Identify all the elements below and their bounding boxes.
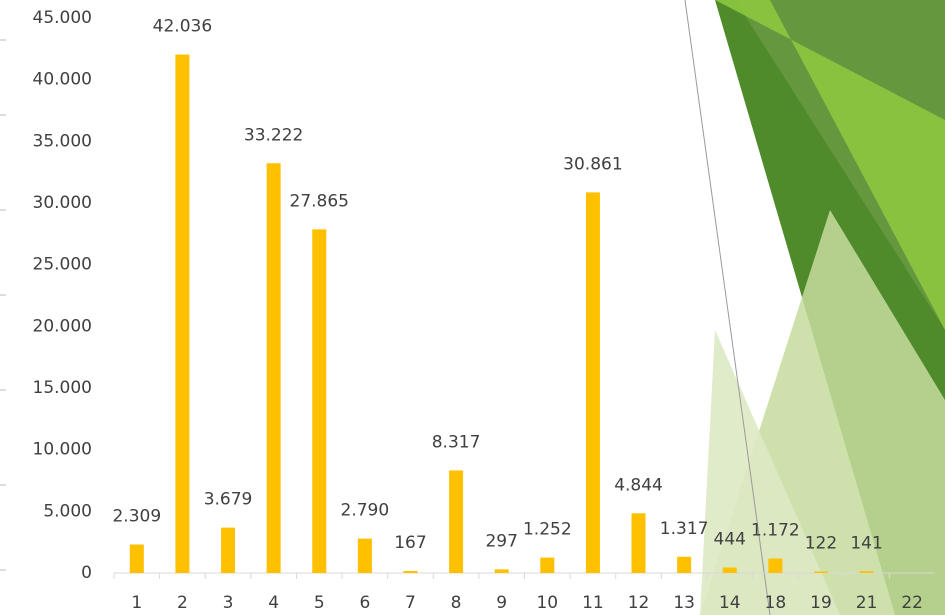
x-tick-label: 1 (131, 593, 142, 613)
bar (585, 192, 600, 574)
x-tick-label: 6 (359, 593, 370, 613)
y-tick-label: 30.000 (33, 193, 92, 213)
data-label: 2.309 (112, 507, 161, 527)
bar (221, 527, 236, 573)
data-label: 1.252 (523, 520, 572, 540)
bar (266, 163, 281, 573)
data-label: 4.844 (614, 475, 663, 495)
x-tick-label: 2 (177, 593, 188, 613)
green-shape (700, 330, 840, 615)
bar (403, 570, 418, 573)
green-shape (715, 0, 945, 330)
x-tick-label: 18 (765, 593, 787, 613)
x-tick-label: 14 (719, 593, 741, 613)
bar (722, 567, 737, 573)
data-label: 1.317 (660, 519, 709, 539)
y-tick-label: 40.000 (33, 70, 92, 90)
bar (357, 538, 372, 573)
data-label: 30.861 (563, 154, 622, 174)
bar (859, 571, 874, 573)
bar (129, 544, 144, 573)
x-tick-label: 5 (314, 593, 325, 613)
bar (631, 513, 646, 573)
y-tick-label: 20.000 (33, 316, 92, 336)
data-label: 1.172 (751, 521, 800, 541)
data-label: 8.317 (432, 432, 481, 452)
x-tick-label: 3 (223, 593, 234, 613)
data-label: 167 (394, 533, 426, 553)
bar (494, 569, 509, 573)
data-label: 141 (850, 533, 882, 553)
y-tick-label: 25.000 (33, 255, 92, 275)
y-tick-label: 15.000 (33, 378, 92, 398)
bar (540, 557, 555, 573)
data-label: 42.036 (153, 17, 212, 37)
green-shape (735, 0, 945, 330)
y-tick-label: 10.000 (33, 440, 92, 460)
x-tick-label: 8 (451, 593, 462, 613)
x-tick-label: 12 (628, 593, 650, 613)
x-tick-label: 22 (901, 593, 923, 613)
bar (175, 54, 190, 573)
deco-line (684, 0, 771, 615)
bar (813, 571, 828, 573)
x-tick-label: 10 (536, 593, 558, 613)
data-label: 297 (485, 531, 517, 551)
data-label: 122 (805, 533, 837, 553)
x-tick-label: 7 (405, 593, 416, 613)
data-label: 33.222 (244, 125, 303, 145)
x-tick-label: 21 (856, 593, 878, 613)
y-tick-label: 5.000 (43, 501, 92, 521)
x-tick-label: 9 (496, 593, 507, 613)
data-label: 2.790 (341, 501, 390, 521)
x-tick-label: 4 (268, 593, 279, 613)
data-label: 27.865 (290, 191, 349, 211)
bar (312, 229, 327, 573)
x-tick-label: 13 (673, 593, 695, 613)
y-tick-label: 35.000 (33, 131, 92, 151)
bar (768, 558, 783, 573)
x-tick-label: 19 (810, 593, 832, 613)
x-tick-label: 11 (582, 593, 604, 613)
y-tick-label: 0 (81, 563, 92, 583)
data-label: 3.679 (204, 490, 253, 510)
y-tick-label: 45.000 (33, 8, 92, 28)
data-label: 444 (714, 530, 746, 550)
bar (449, 470, 464, 573)
bar (677, 556, 692, 573)
